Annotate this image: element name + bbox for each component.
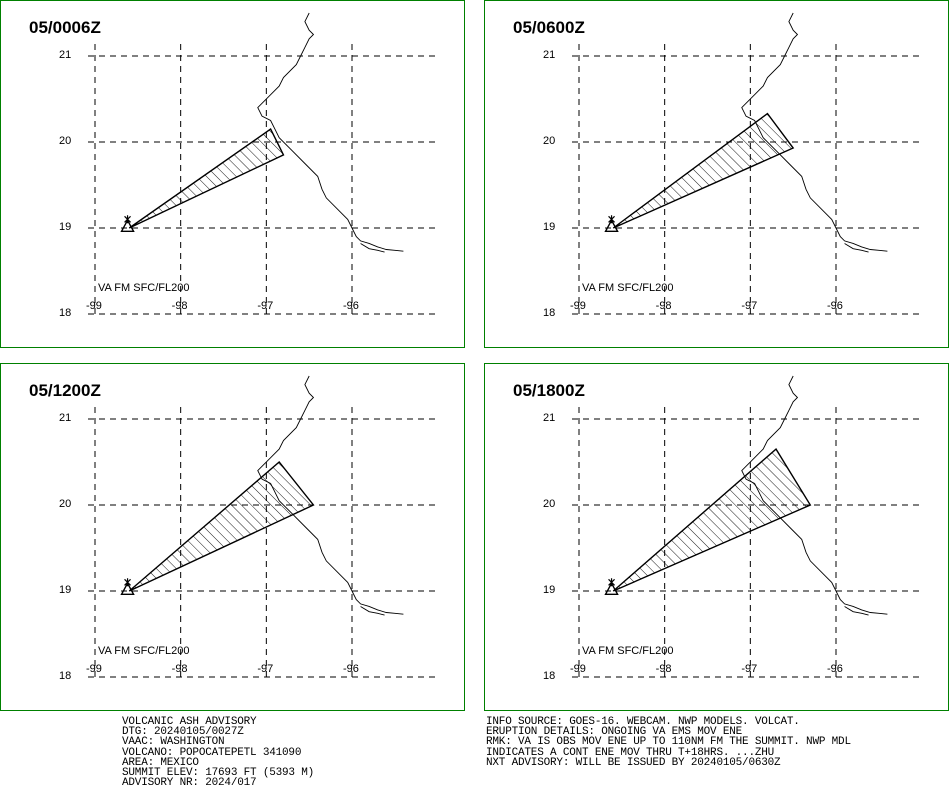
ash-layer-label: VA FM SFC/FL200 — [582, 282, 674, 294]
longitude-tick-label: -99 — [570, 300, 586, 312]
latitude-tick-label: 18 — [543, 307, 556, 319]
coastline — [257, 12, 404, 252]
advisory-line: INFO SOURCE: GOES-16. WEBCAM. NWP MODELS… — [486, 716, 800, 728]
eruption-star-icon — [124, 578, 131, 587]
longitude-tick-label: -96 — [827, 300, 843, 312]
panel-frame — [0, 363, 465, 711]
advisory-header-text: VOLCANIC ASH ADVISORY DTG: 20240105/0027Z… — [122, 716, 315, 790]
longitude-tick-label: -98 — [171, 300, 188, 312]
longitude-tick-label: -99 — [86, 663, 102, 675]
advisory-line: ADVISORY NR: 2024/017 — [122, 777, 257, 790]
forecast-panel-1800z: 05/1800Z 21 20 19 18 -99 -98 -97 -96 VA FM SFC/FL… — [484, 363, 949, 711]
advisory-line: RMK: VA IS OBS MOV ENE UP TO 110NM FM TH… — [486, 736, 851, 749]
longitude-tick-label: -96 — [343, 663, 359, 675]
volcano-triangle-icon — [604, 218, 619, 232]
ash-cloud-polygon — [612, 448, 812, 592]
latitude-tick-label: 18 — [543, 670, 556, 682]
map-canvas — [484, 363, 949, 711]
map-canvas — [0, 363, 465, 711]
forecast-panel-0000z: 05/0006Z 21 20 19 18 -99 -98 -97 -96 VA FM SFC/FL… — [0, 0, 465, 348]
valid-time-label: 05/0006Z — [29, 18, 101, 37]
latitude-tick-label: 19 — [543, 584, 556, 596]
volcano-triangle-icon — [120, 581, 135, 595]
volcano-triangle-icon — [120, 218, 135, 232]
latitude-tick-label: 19 — [59, 584, 72, 596]
longitude-tick-label: -98 — [655, 663, 672, 675]
advisory-line: INDICATES A CONT ENE MOV THRU T+18HRS. .… — [486, 746, 775, 759]
coastline-lagoon — [360, 243, 385, 253]
eruption-star-icon — [608, 215, 615, 224]
longitude-tick-label: -97 — [257, 300, 274, 312]
volcano-triangle-icon — [604, 581, 619, 595]
ash-cloud-polygon — [128, 128, 285, 229]
ash-layer-label: VA FM SFC/FL200 — [98, 282, 190, 294]
latitude-tick-label: 19 — [543, 221, 556, 233]
latitude-tick-label: 21 — [59, 412, 72, 424]
forecast-panel-1200z: 05/1200Z 21 20 19 18 -99 -98 -97 -96 VA FM SFC/FL… — [0, 363, 465, 711]
advisory-line: VAAC: WASHINGTON — [122, 736, 225, 749]
coastline-lagoon — [844, 243, 869, 253]
longitude-tick-label: -98 — [171, 663, 188, 675]
panel-frame — [484, 363, 949, 711]
longitude-tick-label: -97 — [741, 300, 758, 312]
latitude-tick-label: 18 — [59, 670, 72, 682]
forecast-panel-0600z: 05/0600Z 21 20 19 18 -99 -98 -97 -96 VA FM SFC/FL… — [484, 0, 949, 348]
ash-cloud-polygon — [612, 112, 795, 229]
longitude-tick-label: -96 — [343, 300, 359, 312]
advisory-line: NXT ADVISORY: WILL BE ISSUED BY 20240105… — [486, 756, 781, 769]
advisory-line: SUMMIT ELEV: 17693 FT (5393 M) — [122, 767, 315, 780]
latitude-tick-label: 18 — [59, 307, 72, 319]
latitude-tick-label: 20 — [543, 135, 556, 147]
longitude-tick-label: -99 — [570, 663, 586, 675]
longitude-tick-label: -97 — [257, 663, 274, 675]
eruption-star-icon — [608, 578, 615, 587]
panel-frame — [484, 0, 949, 348]
ash-layer-label: VA FM SFC/FL200 — [582, 645, 674, 657]
eruption-star-icon — [124, 215, 131, 224]
latitude-tick-label: 21 — [543, 412, 556, 424]
latitude-tick-label: 19 — [59, 221, 72, 233]
map-canvas — [0, 0, 465, 348]
advisory-line: VOLCANO: POPOCATEPETL 341090 — [122, 746, 302, 759]
valid-time-label: 05/1200Z — [29, 381, 101, 400]
advisory-line: VOLCANIC ASH ADVISORY — [122, 716, 257, 728]
map-canvas — [484, 0, 949, 348]
advisory-line: ERUPTION DETAILS: ONGOING VA EMS MOV ENE — [486, 726, 743, 739]
panel-frame — [0, 0, 465, 348]
latitude-tick-label: 20 — [59, 135, 72, 147]
advisory-line: AREA: MEXICO — [122, 756, 199, 769]
ash-cloud-polygon — [128, 460, 315, 592]
ash-layer-label: VA FM SFC/FL200 — [98, 645, 190, 657]
valid-time-label: 05/0600Z — [513, 18, 585, 37]
longitude-tick-label: -96 — [827, 663, 843, 675]
latitude-tick-label: 20 — [543, 498, 556, 510]
advisory-line: DTG: 20240105/0027Z — [122, 726, 244, 739]
latitude-tick-label: 20 — [59, 498, 72, 510]
longitude-tick-label: -97 — [741, 663, 758, 675]
coastline-lagoon — [360, 606, 385, 616]
longitude-tick-label: -98 — [655, 300, 672, 312]
longitude-tick-label: -99 — [86, 300, 102, 312]
latitude-tick-label: 21 — [543, 49, 556, 61]
valid-time-label: 05/1800Z — [513, 381, 585, 400]
latitude-tick-label: 21 — [59, 49, 72, 61]
advisory-remarks-text: INFO SOURCE: GOES-16. WEBCAM. NWP MODELS… — [486, 716, 851, 769]
coastline-lagoon — [844, 606, 869, 616]
